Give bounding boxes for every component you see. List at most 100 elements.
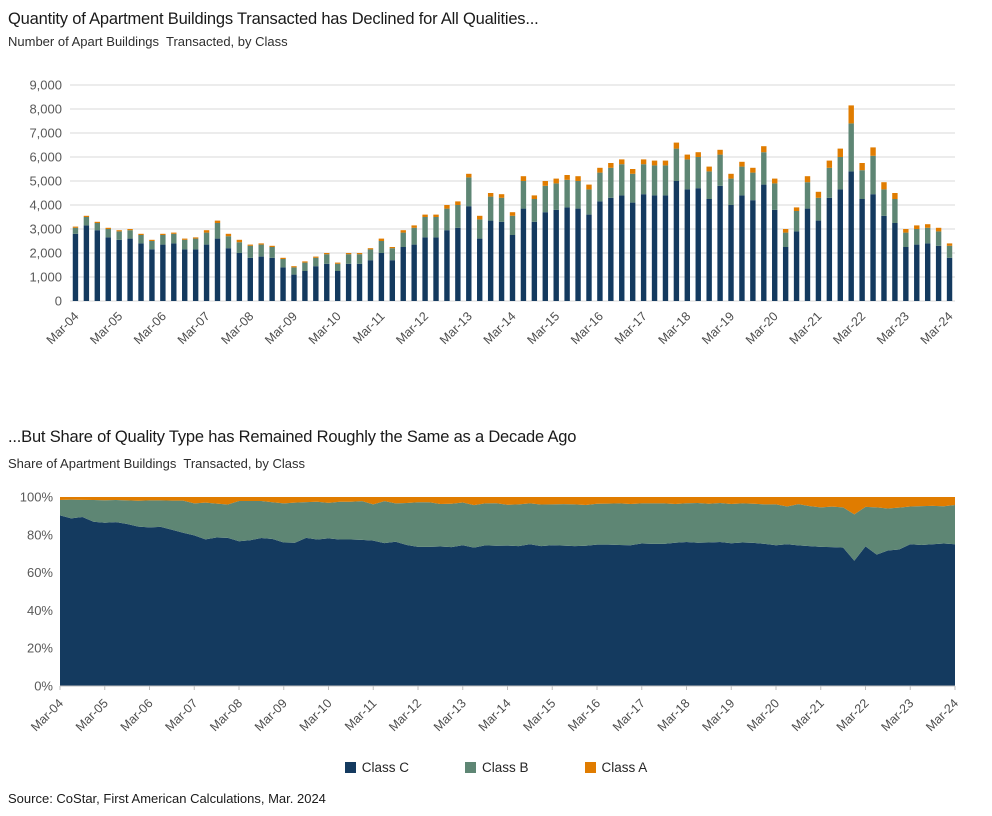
bar-segment bbox=[553, 178, 559, 184]
svg-text:Mar-06: Mar-06 bbox=[118, 696, 156, 734]
bar-segment bbox=[520, 181, 527, 209]
svg-text:Mar-15: Mar-15 bbox=[520, 696, 558, 734]
legend-item-class-b: Class B bbox=[464, 760, 529, 775]
bar-segment bbox=[597, 167, 603, 173]
bar-segment bbox=[826, 160, 833, 168]
bar-segment bbox=[247, 244, 253, 246]
bar-segment bbox=[619, 195, 625, 301]
bar-segment bbox=[345, 263, 352, 301]
bar-segment bbox=[258, 243, 264, 245]
bar-segment bbox=[586, 189, 592, 215]
bar-segment bbox=[629, 202, 636, 301]
bar-segment bbox=[903, 232, 909, 247]
bar-segment bbox=[291, 267, 297, 275]
bar-segment bbox=[192, 249, 199, 301]
bar-segment bbox=[662, 195, 669, 301]
svg-text:Mar-06: Mar-06 bbox=[131, 309, 169, 347]
svg-text:Mar-08: Mar-08 bbox=[207, 696, 245, 734]
svg-text:Mar-23: Mar-23 bbox=[874, 309, 912, 347]
bar-segment bbox=[520, 208, 527, 301]
bar-segment bbox=[870, 155, 876, 195]
svg-text:Mar-21: Mar-21 bbox=[787, 309, 825, 347]
bar-segment bbox=[498, 197, 505, 222]
bar-segment bbox=[772, 178, 778, 184]
bar-segment bbox=[138, 233, 144, 235]
svg-text:100%: 100% bbox=[20, 490, 54, 505]
svg-text:0: 0 bbox=[55, 294, 62, 309]
svg-text:Mar-16: Mar-16 bbox=[565, 696, 603, 734]
bar-segment bbox=[619, 159, 625, 165]
bar-segment bbox=[520, 176, 527, 181]
bar-segment bbox=[225, 236, 232, 249]
bar-segment bbox=[542, 212, 548, 301]
bar-segment bbox=[881, 182, 887, 190]
bar-segment bbox=[651, 165, 658, 196]
bar-segment bbox=[411, 244, 417, 301]
bar-segment bbox=[433, 214, 439, 217]
area-chart-subtitle: Share of Apartment Buildings Transacted,… bbox=[8, 456, 305, 471]
bar-segment bbox=[837, 189, 843, 301]
svg-text:Mar-05: Mar-05 bbox=[87, 309, 125, 347]
bar-segment bbox=[859, 170, 865, 199]
bar-segment bbox=[498, 221, 505, 301]
bar-segment bbox=[345, 253, 352, 255]
bar-segment bbox=[728, 205, 734, 301]
bar-segment bbox=[761, 146, 767, 153]
bar-segment bbox=[269, 257, 275, 301]
bar-segment bbox=[291, 266, 297, 268]
bar-segment bbox=[378, 253, 385, 301]
svg-text:Mar-09: Mar-09 bbox=[252, 696, 290, 734]
bar-segment bbox=[684, 154, 691, 160]
bar-segment bbox=[269, 245, 275, 247]
bar-segment bbox=[203, 232, 210, 245]
svg-text:Mar-07: Mar-07 bbox=[175, 309, 213, 347]
bar-segment bbox=[94, 221, 101, 223]
bar-segment bbox=[564, 207, 570, 301]
svg-text:Mar-18: Mar-18 bbox=[655, 696, 693, 734]
bar-segment bbox=[509, 215, 516, 235]
bar-segment bbox=[914, 225, 920, 229]
bar-segment bbox=[411, 225, 417, 228]
bar-segment bbox=[575, 181, 581, 209]
bar-segment bbox=[324, 254, 330, 264]
bar-segment bbox=[280, 259, 286, 268]
bar-segment bbox=[302, 261, 308, 263]
bar-segment bbox=[728, 178, 734, 205]
bar-segment bbox=[575, 176, 581, 181]
bar-segment bbox=[914, 244, 920, 301]
x-axis-labels: Mar-04 Mar-05 Mar-06 Mar-07 Mar-08 Mar-09 Mar-… bbox=[28, 696, 961, 734]
bar-segment bbox=[946, 245, 953, 258]
svg-text:Mar-19: Mar-19 bbox=[699, 696, 737, 734]
bar-segment bbox=[149, 241, 155, 250]
bar-segment bbox=[171, 233, 177, 244]
bar-segment bbox=[684, 159, 691, 190]
svg-text:Mar-24: Mar-24 bbox=[918, 309, 956, 347]
bar-segment bbox=[83, 215, 90, 217]
bar-segment bbox=[291, 274, 297, 301]
stacked-area-chart: 0%20%40%60%80%100%Mar-04 Mar-05 Mar-06 Mar-… bbox=[20, 490, 961, 735]
bar-segment bbox=[324, 263, 330, 301]
svg-text:Mar-20: Mar-20 bbox=[743, 309, 781, 347]
bar-segment bbox=[105, 227, 111, 229]
svg-text:Mar-17: Mar-17 bbox=[612, 309, 650, 347]
bar-segment bbox=[258, 256, 264, 301]
class-a-swatch bbox=[584, 762, 596, 773]
bar-segment bbox=[498, 194, 505, 198]
bar-segment bbox=[695, 157, 701, 189]
bar-segment bbox=[225, 248, 232, 301]
bar-segment bbox=[214, 223, 221, 239]
class-b-swatch bbox=[464, 762, 476, 773]
bar-segment bbox=[640, 164, 647, 195]
bar-segment bbox=[586, 184, 592, 190]
svg-text:20%: 20% bbox=[27, 641, 53, 656]
x-axis bbox=[59, 685, 956, 690]
bar-segment bbox=[149, 239, 155, 241]
legend: Class C Class B Class A bbox=[0, 760, 992, 775]
bar-segment bbox=[848, 105, 854, 124]
bar-segment bbox=[717, 154, 723, 186]
bar-segment bbox=[400, 247, 406, 301]
bar-segment bbox=[477, 219, 483, 239]
bar-segment bbox=[455, 201, 461, 205]
areas-group bbox=[60, 497, 955, 686]
bar-segment bbox=[640, 159, 647, 165]
